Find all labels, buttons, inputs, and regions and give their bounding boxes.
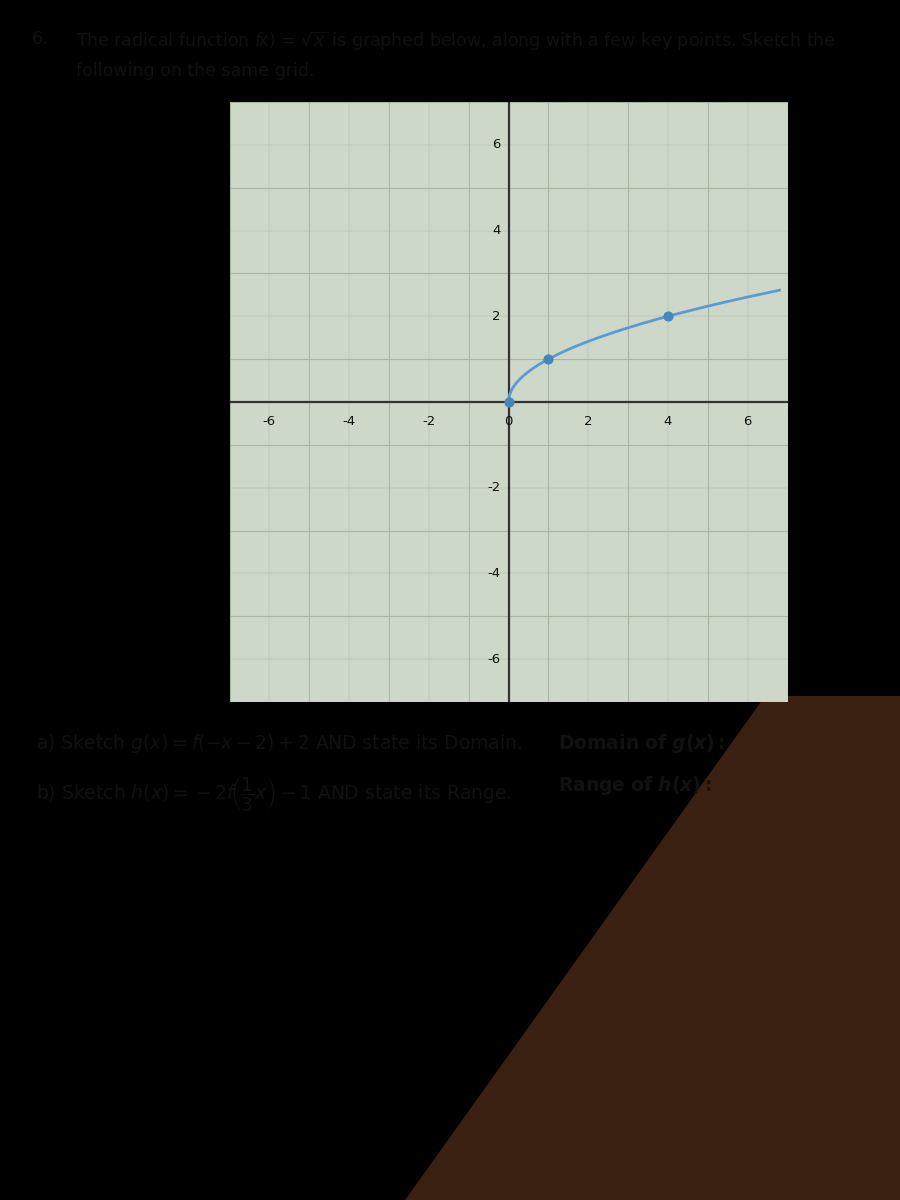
Text: 6: 6: [492, 138, 500, 151]
Text: following on the same grid.: following on the same grid.: [76, 62, 315, 80]
Text: a) Sketch $g(x) = f(-x-2)+2$ AND state its Domain.: a) Sketch $g(x) = f(-x-2)+2$ AND state i…: [36, 732, 522, 755]
Point: [661, 307, 675, 326]
Text: -4: -4: [488, 566, 500, 580]
Text: b) Sketch $h(x) = -2f\!\left(\dfrac{1}{3}x\right)-1$ AND state its Range.: b) Sketch $h(x) = -2f\!\left(\dfrac{1}{3…: [36, 774, 512, 814]
Text: -6: -6: [488, 653, 500, 666]
Text: 4: 4: [492, 224, 500, 238]
Text: -6: -6: [263, 415, 276, 428]
Text: The radical function $f\!$x) = $\sqrt{x}$ is graphed below, along with a few key: The radical function $f\!$x) = $\sqrt{x}…: [76, 30, 836, 53]
Text: $\mathbf{Range\ of\ } \boldsymbol{h(x):}$: $\mathbf{Range\ of\ } \boldsymbol{h(x):}…: [558, 774, 711, 797]
Text: 2: 2: [492, 310, 500, 323]
Text: 6.: 6.: [32, 30, 48, 48]
Polygon shape: [405, 696, 900, 1200]
Text: 4: 4: [663, 415, 672, 428]
Text: $\mathbf{Domain\ of\ } \boldsymbol{g(x):}$: $\mathbf{Domain\ of\ } \boldsymbol{g(x):…: [558, 732, 725, 755]
Text: -4: -4: [343, 415, 356, 428]
Point: [541, 349, 555, 368]
Text: 6: 6: [743, 415, 752, 428]
Text: 2: 2: [584, 415, 592, 428]
Point: [501, 392, 516, 412]
Text: 0: 0: [504, 415, 513, 428]
Text: -2: -2: [422, 415, 436, 428]
Text: -2: -2: [487, 481, 500, 494]
